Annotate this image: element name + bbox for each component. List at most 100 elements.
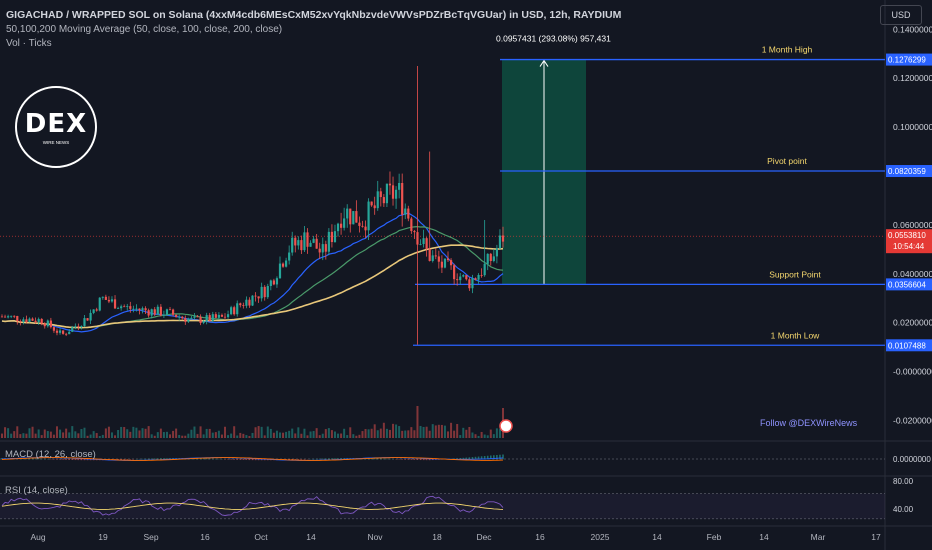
candle-body (199, 316, 202, 323)
candle-body (324, 244, 327, 252)
candle-body (364, 226, 367, 231)
macd-histogram-bar (404, 459, 407, 460)
candle-body (501, 235, 505, 242)
volume-bar (123, 427, 126, 438)
candle-body (71, 327, 74, 332)
volume-bar (282, 432, 285, 438)
volume-bar (404, 430, 407, 438)
candle-body (162, 314, 166, 316)
macd-histogram-bar (291, 459, 294, 460)
candle-body (165, 309, 169, 315)
volume-bar (376, 430, 379, 438)
moving-average-legend[interactable]: 50,100,200 Moving Average (50, close, 10… (6, 24, 283, 35)
macd-histogram-bar (239, 459, 242, 460)
candle-body (92, 309, 95, 313)
macd-histogram-bar (456, 458, 458, 460)
y-tick-label: 0.1200000 (893, 73, 932, 83)
volume-bar (260, 426, 263, 438)
volume-bar (401, 430, 404, 438)
macd-tick-label: 0.0000000 (893, 455, 931, 464)
candle-body (217, 314, 220, 318)
volume-bar (431, 424, 434, 438)
volume-bar (450, 422, 453, 438)
macd-histogram-bar (502, 454, 504, 460)
candle-body (486, 253, 489, 264)
candle-body (346, 208, 349, 219)
volume-bar (184, 435, 187, 438)
candle-body (68, 331, 71, 335)
macd-histogram-bar (117, 459, 119, 460)
x-tick-label: Sep (143, 532, 158, 542)
volume-bar (196, 433, 199, 438)
candle-body (77, 326, 80, 328)
volume-bar (144, 428, 147, 438)
volume-bar (4, 427, 7, 438)
volume-bar (382, 422, 385, 438)
candle-body (226, 314, 230, 318)
candle-body (440, 261, 444, 268)
volume-bar (315, 428, 318, 438)
y-tick-label: 0.0200000 (893, 318, 932, 328)
volume-legend[interactable]: Vol · Ticks (6, 38, 52, 49)
volume-bar (34, 433, 37, 438)
volume-bar (269, 428, 272, 438)
x-tick-label: 14 (306, 532, 316, 542)
candle-body (61, 330, 65, 334)
volume-bar (150, 434, 153, 438)
volume-bar (37, 429, 40, 438)
volume-bar (156, 432, 159, 438)
volume-bar (434, 425, 437, 438)
macd-legend[interactable]: MACD (12, 26, close) (5, 449, 96, 460)
volume-bar (285, 431, 288, 438)
macd-histogram-bar (413, 459, 416, 460)
candle-body (394, 189, 398, 199)
candle-body (343, 218, 346, 228)
volume-bar (135, 427, 138, 438)
macd-histogram-bar (230, 459, 232, 460)
logo-subtext: WIRE NEWS (42, 140, 70, 145)
macd-histogram-bar (166, 458, 168, 460)
candle-body (443, 258, 447, 268)
volume-bar (52, 434, 55, 438)
candle-body (434, 255, 437, 257)
volume-bar (86, 435, 89, 438)
volume-bar (392, 423, 395, 438)
volume-bar (395, 424, 398, 438)
candle-body (358, 222, 361, 226)
rsi-legend[interactable]: RSI (14, close) (5, 485, 68, 496)
volume-bar (495, 428, 498, 438)
macd-histogram-bar (65, 459, 67, 460)
volume-bar (7, 428, 10, 438)
volume-bar (385, 428, 388, 438)
macd-histogram-bar (297, 459, 300, 460)
volume-bar (110, 432, 113, 438)
volume-bar (275, 430, 278, 438)
candle-body (321, 244, 324, 253)
volume-bar (343, 428, 346, 438)
candle-body (257, 296, 260, 299)
candle-body (19, 321, 22, 322)
volume-bar (153, 435, 156, 438)
candle-body (370, 201, 373, 206)
candle-body (107, 299, 111, 302)
volume-bar (465, 429, 468, 438)
x-tick-label: 2025 (591, 532, 610, 542)
volume-bar (10, 433, 13, 438)
volume-bar (330, 430, 333, 438)
volume-bar (233, 426, 236, 438)
x-tick-label: 16 (200, 532, 210, 542)
volume-bar (498, 428, 501, 438)
volume-bar (104, 428, 107, 438)
level-price-tag (886, 278, 932, 291)
candle-body (333, 231, 337, 243)
volume-bar (205, 428, 208, 438)
candle-body (303, 232, 306, 251)
volume-bar (71, 426, 74, 438)
currency-button[interactable]: USD (880, 5, 922, 25)
candle-body (184, 318, 187, 322)
candle-body (391, 185, 395, 199)
volume-bar (202, 434, 205, 438)
macd-signal-line (1, 457, 504, 461)
volume-bar (453, 430, 456, 438)
